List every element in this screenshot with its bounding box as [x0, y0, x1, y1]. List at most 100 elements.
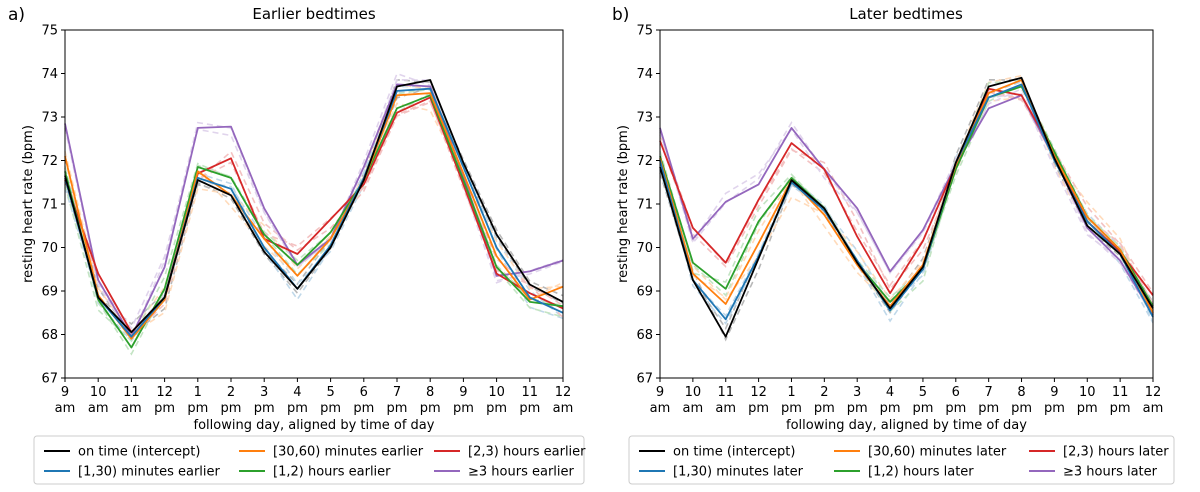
legend-label: on time (intercept) [673, 445, 795, 460]
x-tick-hour: 11 [717, 385, 734, 400]
series-line-2 [64, 92, 564, 340]
x-tick-ampm: pm [453, 401, 474, 416]
x-tick-hour: 3 [260, 385, 268, 400]
x-tick-ampm: pm [320, 401, 341, 416]
y-tick-label: 69 [636, 285, 653, 300]
x-tick-ampm: pm [1110, 401, 1131, 416]
panel-later-bedtimes: b) Later bedtimes676869707172737475restin… [612, 5, 1175, 485]
dashed-variant-line [64, 88, 564, 343]
legend-label: [30,60) minutes earlier [273, 445, 424, 460]
y-tick-label: 70 [41, 241, 58, 256]
x-tick-hour: 10 [488, 385, 505, 400]
y-tick-label: 73 [636, 111, 653, 126]
y-tick-label: 67 [41, 372, 58, 387]
y-tick-label: 67 [636, 372, 653, 387]
x-tick-hour: 9 [61, 385, 69, 400]
x-tick-hour: 11 [123, 385, 140, 400]
x-tick-ampm: pm [1011, 401, 1032, 416]
x-tick-ampm: pm [1077, 401, 1098, 416]
x-tick-hour: 7 [985, 385, 993, 400]
x-tick-ampm: pm [387, 401, 408, 416]
x-tick-ampm: am [88, 401, 109, 416]
legend-label: [30,60) minutes later [868, 445, 1007, 460]
dashed-variant-line [64, 85, 564, 335]
legend-label: [1,30) minutes later [673, 465, 804, 480]
y-axis-label: resting heart rate (bpm) [21, 125, 36, 283]
x-tick-ampm: pm [1044, 401, 1065, 416]
x-tick-hour: 6 [360, 385, 368, 400]
y-tick-label: 69 [41, 285, 58, 300]
y-axis: 67 68 69 70 71 72 73 74 75 resting heart rate (bp… [616, 24, 660, 387]
x-tick-hour: 11 [1112, 385, 1129, 400]
legend-label: on time (intercept) [78, 445, 200, 460]
x-tick-ampm: pm [978, 401, 999, 416]
x-tick-ampm: pm [187, 401, 208, 416]
dashed-variant-line [659, 96, 1154, 313]
y-tick-label: 74 [636, 67, 653, 82]
x-tick-ampm: pm [154, 401, 175, 416]
dashed-variant-line [64, 86, 564, 337]
x-tick-hour: 12 [750, 385, 767, 400]
x-axis: 9am10am11am12pm1pm2pm3pm4pm5pm6pm7pm8pm9… [650, 378, 1163, 433]
x-tick-ampm: pm [880, 401, 901, 416]
x-tick-hour: 9 [459, 385, 467, 400]
y-tick-label: 73 [41, 111, 58, 126]
x-tick-ampm: pm [420, 401, 441, 416]
dashed-variant-line [659, 91, 1154, 305]
y-axis: 67 68 69 70 71 72 73 74 75 resting heart rate (bp… [21, 24, 65, 387]
dashed-variant-line [659, 83, 1154, 306]
panel-label: a) [8, 5, 25, 25]
x-tick-hour: 9 [1050, 385, 1058, 400]
x-tick-ampm: pm [781, 401, 802, 416]
dashed-variant-line [64, 72, 564, 330]
y-tick-label: 68 [41, 328, 58, 343]
dashed-variant-line [64, 78, 564, 340]
x-tick-hour: 1 [787, 385, 795, 400]
x-tick-ampm: am [683, 401, 704, 416]
legend: on time (intercept) [1,30) minutes later [… [628, 435, 1175, 485]
y-tick-label: 75 [636, 24, 653, 39]
y-tick-label: 70 [636, 241, 653, 256]
x-tick-hour: 1 [194, 385, 202, 400]
y-tick-label: 75 [41, 24, 58, 39]
chart-title: Later bedtimes [849, 5, 963, 23]
x-tick-hour: 12 [1145, 385, 1162, 400]
x-tick-hour: 7 [393, 385, 401, 400]
x-tick-hour: 12 [555, 385, 572, 400]
series-line-2 [659, 79, 1154, 314]
x-tick-ampm: pm [945, 401, 966, 416]
x-tick-hour: 10 [90, 385, 107, 400]
x-tick-hour: 8 [426, 385, 434, 400]
x-tick-ampm: pm [287, 401, 308, 416]
series-lines [64, 79, 564, 349]
x-tick-ampm: pm [254, 401, 275, 416]
x-tick-hour: 4 [886, 385, 894, 400]
x-tick-hour: 3 [853, 385, 861, 400]
x-tick-hour: 10 [685, 385, 702, 400]
y-tick-label: 68 [636, 328, 653, 343]
legend-label: [2,3) hours later [1063, 445, 1169, 460]
legend-label: [2,3) hours earlier [468, 445, 586, 460]
legend-label: [1,30) minutes earlier [78, 465, 221, 480]
y-tick-label: 74 [41, 67, 58, 82]
chart-title: Earlier bedtimes [252, 5, 375, 23]
x-axis-label: following day, aligned by time of day [786, 418, 1027, 433]
panel-label: b) [612, 5, 629, 25]
x-tick-ampm: pm [912, 401, 933, 416]
x-tick-hour: 2 [820, 385, 828, 400]
x-tick-ampm: pm [221, 401, 242, 416]
x-tick-hour: 5 [326, 385, 334, 400]
series-line-0 [659, 76, 1154, 338]
y-tick-label: 72 [636, 154, 653, 169]
x-tick-ampm: am [553, 401, 574, 416]
x-tick-ampm: pm [748, 401, 769, 416]
legend-label: [1,2) hours later [868, 465, 974, 480]
x-tick-hour: 12 [156, 385, 173, 400]
dashed-variant-line [659, 93, 1154, 315]
x-axis-label: following day, aligned by time of day [194, 418, 435, 433]
panel-earlier-bedtimes: a) Earlier bedtimes676869707172737475rest… [8, 5, 586, 485]
x-tick-ampm: pm [486, 401, 507, 416]
x-tick-ampm: am [55, 401, 76, 416]
y-tick-label: 71 [41, 198, 58, 213]
legend-label: [1,2) hours earlier [273, 465, 391, 480]
